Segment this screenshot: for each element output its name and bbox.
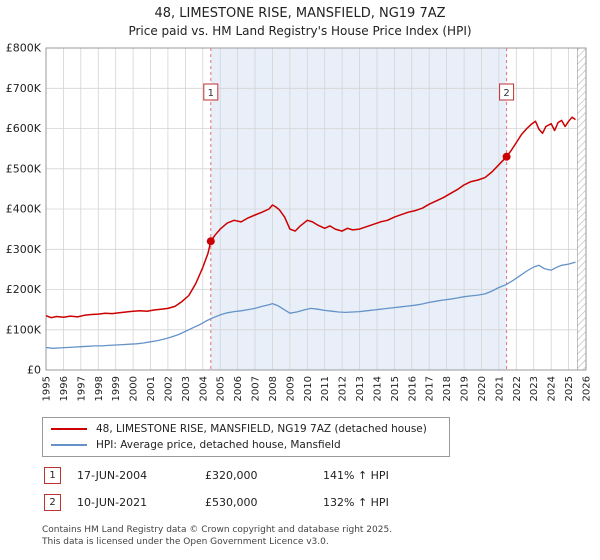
- svg-text:2026: 2026: [582, 376, 593, 401]
- svg-text:£700K: £700K: [6, 82, 42, 95]
- svg-text:1999: 1999: [111, 376, 122, 401]
- svg-text:2025: 2025: [564, 376, 575, 401]
- sale-1-price: £320,000: [205, 469, 258, 482]
- svg-text:2006: 2006: [233, 376, 244, 401]
- copyright-line-2: This data is licensed under the Open Gov…: [42, 536, 329, 547]
- legend-label-price: 48, LIMESTONE RISE, MANSFIELD, NG19 7AZ …: [96, 423, 427, 435]
- sale-1-marker-box: 1: [44, 467, 61, 484]
- legend-label-hpi: HPI: Average price, detached house, Mans…: [96, 439, 341, 451]
- svg-text:2001: 2001: [146, 376, 157, 401]
- svg-text:£500K: £500K: [6, 162, 42, 175]
- svg-text:1997: 1997: [76, 376, 87, 401]
- svg-text:2015: 2015: [390, 376, 401, 401]
- svg-text:1: 1: [208, 88, 214, 99]
- sale-1-date: 17-JUN-2004: [77, 469, 148, 482]
- svg-text:£400K: £400K: [6, 203, 42, 216]
- svg-text:2013: 2013: [355, 376, 366, 401]
- svg-text:1995: 1995: [42, 376, 53, 401]
- page-subtitle: Price paid vs. HM Land Registry's House …: [128, 24, 472, 38]
- page-title: 48, LIMESTONE RISE, MANSFIELD, NG19 7AZ: [154, 6, 446, 21]
- sale-1-hpi-delta: 141% ↑ HPI: [323, 469, 389, 482]
- title-block: 48, LIMESTONE RISE, MANSFIELD, NG19 7AZ …: [0, 0, 600, 38]
- sale-2-date: 10-JUN-2021: [77, 496, 148, 509]
- svg-text:1996: 1996: [59, 376, 70, 401]
- legend-item-hpi: HPI: Average price, detached house, Mans…: [49, 437, 443, 453]
- svg-text:2002: 2002: [163, 376, 174, 401]
- svg-text:1998: 1998: [94, 376, 105, 401]
- svg-text:£800K: £800K: [6, 42, 42, 55]
- svg-text:£100K: £100K: [6, 323, 42, 336]
- svg-text:2007: 2007: [251, 376, 262, 401]
- copyright-line-1: Contains HM Land Registry data © Crown c…: [42, 525, 393, 535]
- chart-legend: 48, LIMESTONE RISE, MANSFIELD, NG19 7AZ …: [42, 417, 450, 457]
- svg-text:2000: 2000: [129, 376, 140, 401]
- sale-annotation-1: 1 17-JUN-2004 £320,000 141% ↑ HPI: [44, 467, 600, 484]
- svg-text:2011: 2011: [320, 376, 331, 401]
- svg-text:2022: 2022: [512, 376, 523, 401]
- svg-text:£600K: £600K: [6, 122, 42, 135]
- legend-item-price: 48, LIMESTONE RISE, MANSFIELD, NG19 7AZ …: [49, 421, 443, 437]
- svg-text:£300K: £300K: [6, 243, 42, 256]
- svg-text:2008: 2008: [268, 376, 279, 401]
- svg-text:2016: 2016: [407, 376, 418, 401]
- price-line-sample: [51, 428, 87, 430]
- svg-text:2009: 2009: [285, 376, 296, 401]
- svg-text:2010: 2010: [303, 376, 314, 401]
- svg-text:2019: 2019: [460, 376, 471, 401]
- svg-text:2: 2: [503, 88, 509, 99]
- svg-text:£0: £0: [27, 364, 41, 377]
- svg-text:2024: 2024: [547, 376, 558, 401]
- price-history-chart: 1 2 £0 £100K £200K £300K £400K £500K £600K £700K £…: [6, 42, 593, 402]
- svg-text:2005: 2005: [216, 376, 227, 401]
- sale-2-price: £530,000: [205, 496, 258, 509]
- svg-text:2023: 2023: [529, 376, 540, 401]
- svg-text:£200K: £200K: [6, 283, 42, 296]
- copyright-footer: Contains HM Land Registry data © Crown c…: [42, 525, 600, 548]
- sale-annotation-2: 2 10-JUN-2021 £530,000 132% ↑ HPI: [44, 494, 600, 511]
- svg-text:2017: 2017: [425, 376, 436, 401]
- svg-text:2012: 2012: [338, 376, 349, 401]
- svg-text:2020: 2020: [477, 376, 488, 401]
- sale-2-marker-box: 2: [44, 494, 61, 511]
- svg-text:2021: 2021: [494, 376, 505, 401]
- sale-2-hpi-delta: 132% ↑ HPI: [323, 496, 389, 509]
- hpi-line-sample: [51, 444, 87, 446]
- svg-text:2014: 2014: [373, 376, 384, 401]
- svg-text:2018: 2018: [442, 376, 453, 401]
- svg-text:2004: 2004: [198, 376, 209, 401]
- svg-text:2003: 2003: [181, 376, 192, 401]
